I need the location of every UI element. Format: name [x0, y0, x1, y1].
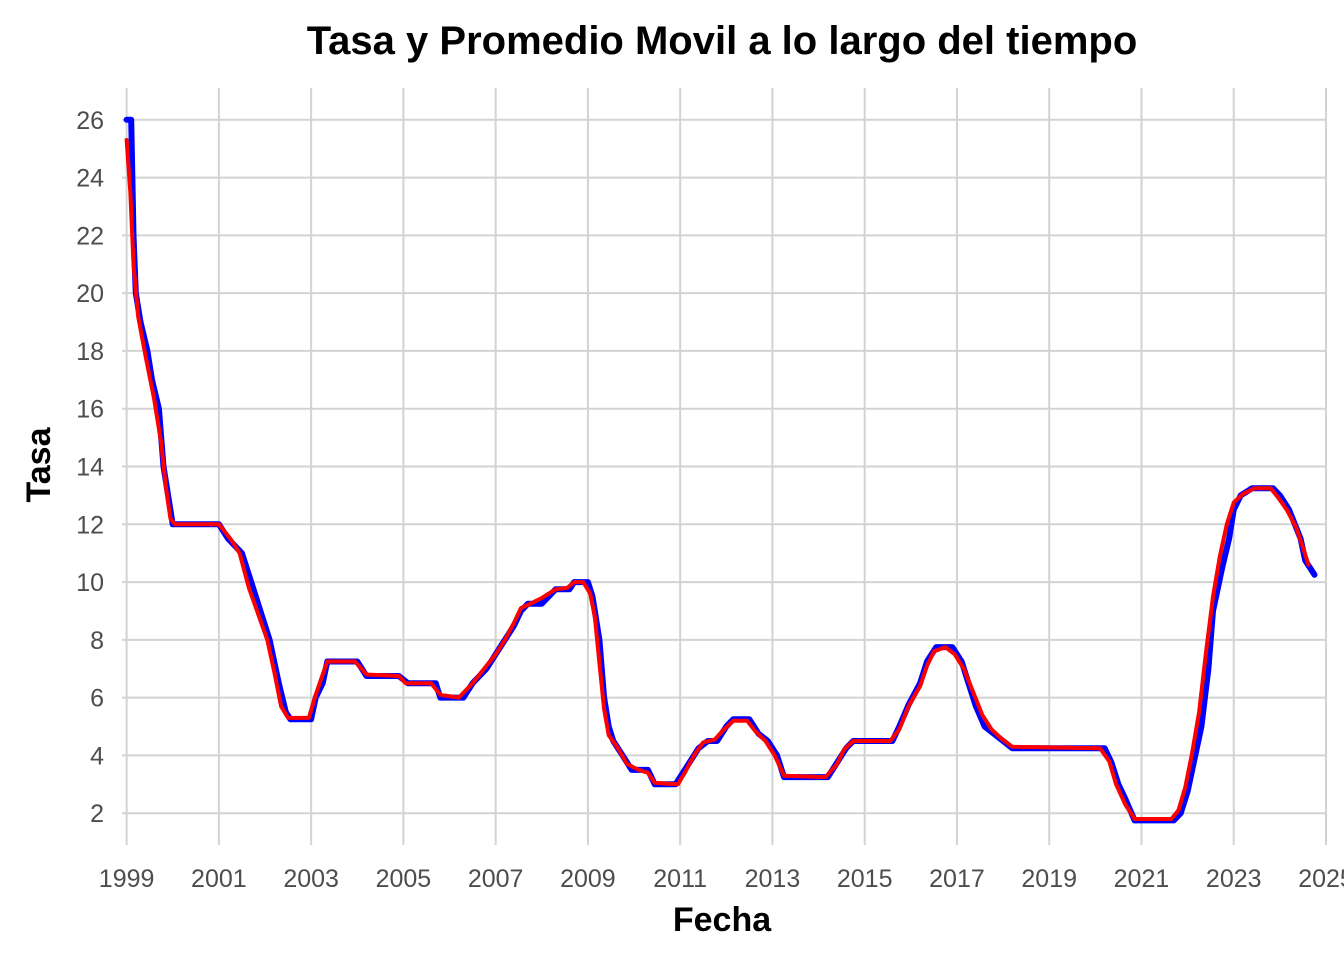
y-tick-label: 20 [76, 280, 104, 308]
y-tick-label: 6 [90, 685, 104, 713]
x-tick-label: 1999 [99, 865, 155, 893]
x-tick-label: 2015 [837, 865, 893, 893]
y-tick-label: 26 [76, 107, 104, 135]
y-tick-label: 10 [76, 569, 104, 597]
y-tick-label: 8 [90, 627, 104, 655]
grid-lines [122, 88, 1327, 845]
series-layer [123, 116, 1318, 824]
y-tick-label: 16 [76, 396, 104, 424]
x-tick-label: 2021 [1114, 865, 1170, 893]
x-axis-title: Fecha [673, 901, 772, 939]
y-tick-label: 14 [76, 454, 104, 482]
chart-title: Tasa y Promedio Movil a lo largo del tie… [307, 19, 1138, 63]
x-tick-label: 2001 [191, 865, 247, 893]
x-tick-label: 2019 [1021, 865, 1077, 893]
x-tick-label: 2011 [653, 865, 707, 893]
y-tick-label: 18 [76, 338, 104, 366]
x-tick-label: 2003 [283, 865, 339, 893]
x-tick-label: 2007 [468, 865, 524, 893]
x-tick-label: 2013 [745, 865, 801, 893]
x-tick-label: 2023 [1206, 865, 1262, 893]
y-tick-label: 2 [90, 800, 104, 828]
y-tick-label: 24 [76, 165, 104, 193]
y-tick-label: 4 [90, 742, 104, 770]
y-tick-label: 22 [76, 222, 104, 250]
x-tick-label: 2025 [1298, 865, 1344, 893]
x-tick-label: 2005 [376, 865, 432, 893]
x-tick-label: 2017 [929, 865, 985, 893]
x-axis-ticks: 1999 2001 2003 2005 2007 2009 2011 2013 2015 2017… [99, 865, 1344, 893]
y-tick-label: 12 [76, 511, 104, 539]
series-line-red [124, 138, 1311, 821]
x-tick-label: 2009 [560, 865, 616, 893]
y-axis-title: Tasa [20, 426, 58, 502]
